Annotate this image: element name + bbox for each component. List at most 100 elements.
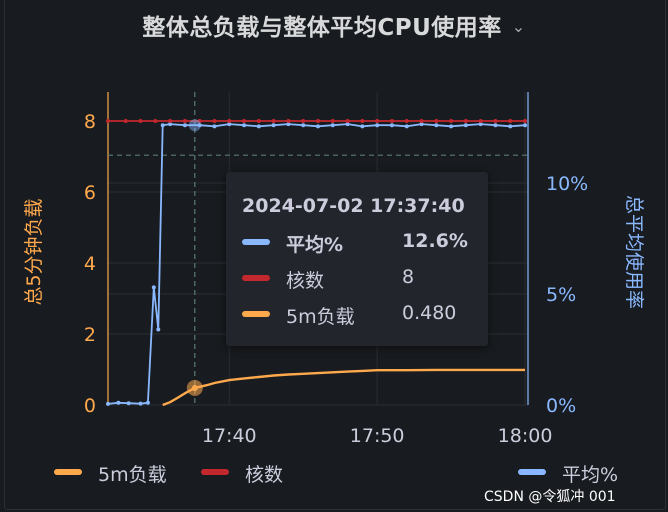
tooltip-series-name: 平均% (286, 234, 344, 256)
left-axis-tick-label: 2 (84, 324, 96, 346)
series-point-0 (523, 123, 528, 128)
right-axis-tick-label: 10% (546, 173, 588, 195)
series-point-1 (138, 119, 143, 123)
right-axis-tick-label: 5% (546, 284, 576, 306)
tooltip-series-value: 0.480 (402, 302, 457, 324)
legend-label: 平均% (562, 464, 619, 486)
series-point-0 (286, 122, 291, 127)
series-point-1 (330, 119, 335, 123)
tooltip-swatch (242, 275, 270, 281)
series-point-1 (389, 119, 394, 123)
series-point-0 (168, 122, 173, 127)
watermark: CSDN @令狐冲 001 (484, 489, 616, 505)
series-point-0 (493, 123, 498, 128)
legend-label: 5m负载 (98, 464, 167, 486)
series-point-0 (151, 285, 156, 290)
series-line-2 (162, 368, 525, 407)
series-point-0 (508, 124, 513, 129)
series-point-0 (375, 123, 380, 128)
series-point-0 (182, 123, 187, 128)
tooltip-series-name: 核数 (286, 270, 325, 292)
series-point-1 (375, 119, 380, 123)
tooltip-row-avg: 平均% 12.6% (242, 230, 482, 256)
tooltip-swatch (242, 239, 270, 245)
series-point-1 (360, 119, 365, 123)
series-point-0 (419, 122, 424, 127)
series-point-1 (168, 119, 173, 123)
legend-swatch (518, 469, 546, 475)
series-point-1 (227, 119, 232, 123)
series-point-1 (153, 119, 158, 123)
series-point-0 (271, 123, 276, 128)
series-point-1 (106, 119, 110, 123)
right-axis-tick-label: 0% (546, 395, 576, 417)
series-point-0 (434, 123, 439, 128)
series-point-1 (478, 119, 483, 123)
x-axis-tick-label: 18:00 (498, 425, 553, 447)
series-point-1 (508, 119, 513, 123)
tooltip-row-cores: 核数 8 (242, 266, 482, 292)
tooltip-time: 2024-07-02 17:37:40 (242, 195, 465, 217)
series-point-0 (330, 123, 335, 128)
series-point-1 (493, 119, 498, 123)
left-axis-tick-label: 0 (84, 395, 96, 417)
series-point-1 (197, 119, 202, 123)
hover-marker-avg (188, 119, 201, 132)
series-point-0 (106, 401, 110, 406)
panel-title[interactable]: 整体总负载与整体平均CPU使用率 ⌄ (0, 8, 668, 42)
series-point-1 (212, 119, 217, 123)
tooltip-swatch (242, 311, 270, 317)
series-point-0 (463, 123, 468, 128)
series-point-0 (212, 124, 217, 129)
left-axis-tick-label: 4 (84, 253, 96, 275)
legend-swatch (201, 469, 229, 475)
series-point-0 (389, 123, 394, 128)
series-point-1 (463, 119, 468, 123)
series-point-1 (123, 119, 128, 123)
tooltip-series-value: 12.6% (402, 230, 468, 252)
series-point-0 (360, 124, 365, 129)
legend-swatch (54, 469, 82, 475)
panel-title-text: 整体总负载与整体平均CPU使用率 (142, 15, 502, 41)
tooltip-series-value: 8 (402, 266, 415, 288)
series-point-0 (116, 400, 121, 405)
series-point-0 (156, 327, 161, 332)
left-axis-tick-label: 6 (84, 182, 96, 204)
series-point-1 (449, 119, 454, 123)
series-point-1 (345, 119, 350, 123)
legend-label: 核数 (245, 464, 284, 486)
series-point-1 (271, 119, 276, 123)
tooltip-row-load: 5m负载 0.480 (242, 302, 482, 328)
series-point-1 (301, 119, 306, 123)
chart-panel (4, 0, 666, 510)
left-axis-tick-label: 8 (84, 111, 96, 133)
x-axis-tick-label: 17:40 (202, 425, 257, 447)
series-point-0 (316, 124, 320, 129)
series-point-0 (478, 122, 483, 127)
series-point-1 (256, 119, 261, 123)
series-point-0 (227, 122, 232, 127)
series-point-0 (145, 400, 150, 405)
series-point-1 (286, 119, 291, 123)
series-point-0 (138, 401, 143, 406)
series-point-0 (345, 122, 350, 127)
series-point-1 (404, 119, 409, 123)
series-point-1 (434, 119, 439, 123)
series-point-0 (126, 401, 131, 406)
series-point-0 (242, 123, 247, 128)
chevron-down-icon[interactable]: ⌄ (511, 17, 526, 36)
tooltip-series-name: 5m负载 (286, 306, 355, 328)
left-axis-title: 总5分钟负载 (23, 198, 45, 305)
x-axis-tick-label: 17:50 (350, 425, 405, 447)
series-point-1 (242, 119, 247, 123)
right-axis-title: 总平均使用率 (623, 195, 645, 309)
series-point-1 (316, 119, 320, 123)
series-point-0 (449, 124, 454, 129)
series-point-1 (182, 119, 187, 123)
series-point-0 (197, 123, 202, 128)
series-point-0 (256, 124, 261, 129)
series-point-0 (404, 124, 409, 129)
hover-tooltip: 2024-07-02 17:37:40 平均% 12.6% 核数 8 5m负载 … (226, 172, 488, 346)
series-point-1 (523, 119, 528, 123)
series-point-0 (301, 123, 306, 128)
